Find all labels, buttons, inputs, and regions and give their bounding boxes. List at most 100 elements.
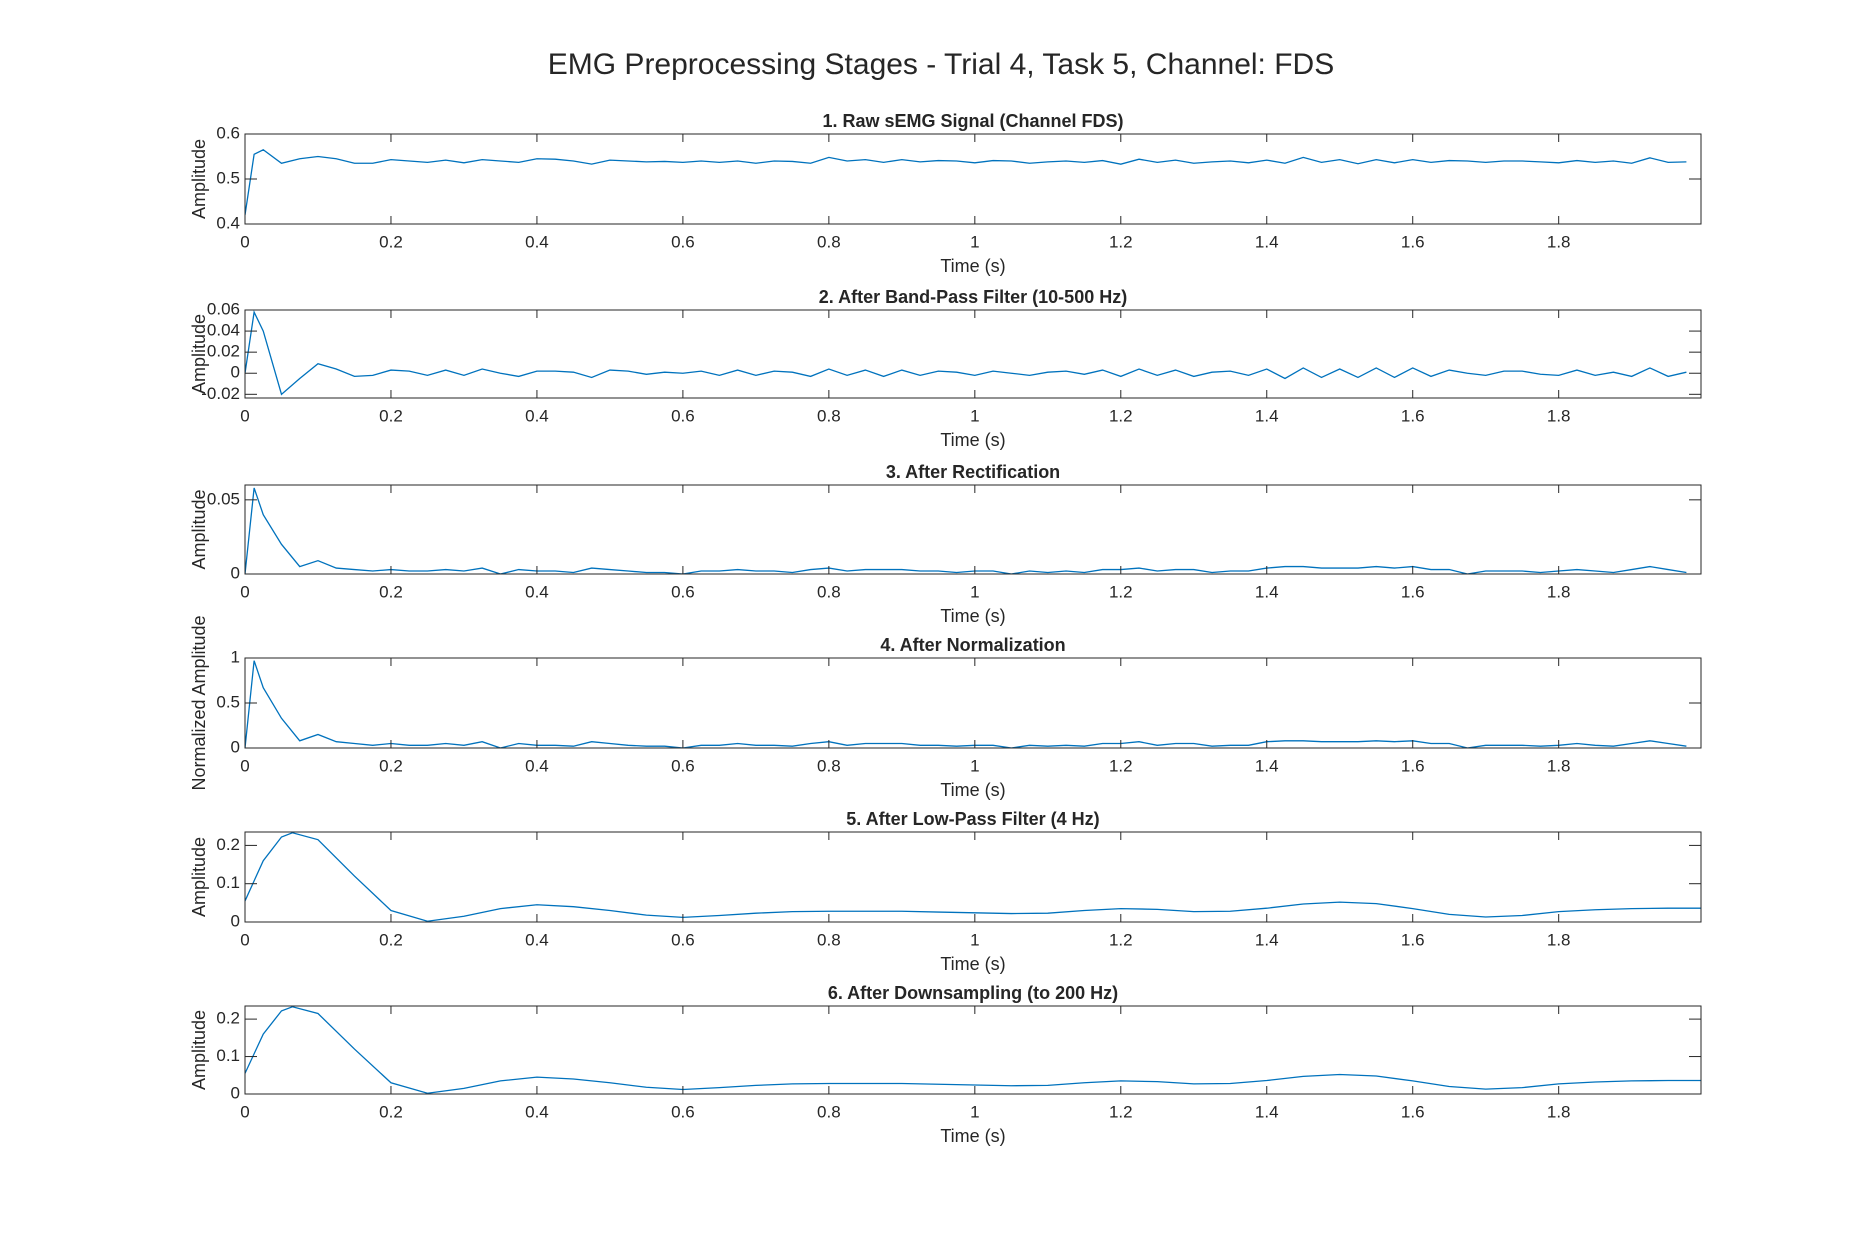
y-tick-label: 0.6 bbox=[216, 123, 240, 142]
axes-box bbox=[244, 831, 1702, 923]
x-tick-label: 0.4 bbox=[525, 582, 549, 601]
subplot-title: 2. After Band-Pass Filter (10-500 Hz) bbox=[819, 287, 1127, 307]
y-tick-label: 0.02 bbox=[207, 342, 240, 361]
y-tick-label: 0.05 bbox=[207, 489, 240, 508]
plot-area bbox=[245, 148, 1687, 216]
y-tick-label: -0.02 bbox=[201, 384, 240, 403]
x-tick-label: 0.4 bbox=[525, 406, 549, 425]
x-tick-label: 0 bbox=[240, 1102, 249, 1121]
x-tick-label: 0.6 bbox=[671, 756, 695, 775]
x-tick-label: 1.6 bbox=[1401, 406, 1425, 425]
x-tick-label: 1.6 bbox=[1401, 1102, 1425, 1121]
x-tick-label: 0.6 bbox=[671, 930, 695, 949]
y-tick-label: 0.1 bbox=[216, 1046, 240, 1065]
x-tick-label: 1 bbox=[970, 756, 979, 775]
subplot: 0 0.2 0.4 0.6 0.8 1 1.2 1.4 1.6 1.8 0 0.1 0.2 6. Afte… bbox=[189, 983, 1702, 1146]
x-tick-label: 1.8 bbox=[1547, 406, 1571, 425]
x-tick-label: 0.6 bbox=[671, 406, 695, 425]
signal-line bbox=[245, 832, 1701, 922]
figure-title: EMG Preprocessing Stages - Trial 4, Task… bbox=[548, 48, 1334, 81]
subplot: 0 0.2 0.4 0.6 0.8 1 1.2 1.4 1.6 1.8 0 0.05 3. After … bbox=[189, 462, 1702, 626]
plot-area bbox=[245, 1006, 1701, 1094]
y-tick-label: 0.04 bbox=[207, 321, 240, 340]
subplot-title: 6. After Downsampling (to 200 Hz) bbox=[828, 983, 1118, 1003]
x-axis-label: Time (s) bbox=[940, 606, 1005, 626]
x-tick-label: 0.8 bbox=[817, 930, 841, 949]
x-axis-label: Time (s) bbox=[940, 780, 1005, 800]
x-tick-label: 1.6 bbox=[1401, 582, 1425, 601]
x-tick-label: 1 bbox=[970, 582, 979, 601]
x-tick-label: 0.2 bbox=[379, 756, 403, 775]
x-tick-label: 0.8 bbox=[817, 1102, 841, 1121]
x-tick-label: 1.4 bbox=[1255, 406, 1279, 425]
x-tick-label: 0.8 bbox=[817, 756, 841, 775]
x-tick-label: 1.6 bbox=[1401, 756, 1425, 775]
y-tick-label: 0.5 bbox=[216, 692, 240, 711]
y-tick-label: 0.2 bbox=[216, 835, 240, 854]
x-axis-label: Time (s) bbox=[940, 256, 1005, 276]
x-tick-label: 0.2 bbox=[379, 582, 403, 601]
plot-area bbox=[245, 832, 1701, 922]
signal-line bbox=[245, 487, 1687, 574]
x-tick-label: 1.8 bbox=[1547, 930, 1571, 949]
y-tick-label: 0 bbox=[231, 737, 240, 756]
y-axis-label: Amplitude bbox=[189, 139, 209, 219]
x-tick-label: 0.8 bbox=[817, 232, 841, 251]
x-tick-label: 0.2 bbox=[379, 1102, 403, 1121]
subplot-title: 1. Raw sEMG Signal (Channel FDS) bbox=[822, 111, 1123, 131]
x-tick-label: 0.2 bbox=[379, 406, 403, 425]
x-tick-label: 1 bbox=[970, 232, 979, 251]
x-tick-label: 1.4 bbox=[1255, 232, 1279, 251]
x-tick-label: 0.8 bbox=[817, 406, 841, 425]
axes-box bbox=[244, 309, 1702, 399]
signal-line bbox=[245, 148, 1687, 216]
x-axis-label: Time (s) bbox=[940, 430, 1005, 450]
x-tick-label: 0.6 bbox=[671, 1102, 695, 1121]
y-tick-label: 0.1 bbox=[216, 873, 240, 892]
x-tick-label: 1.4 bbox=[1255, 930, 1279, 949]
x-tick-label: 1 bbox=[970, 930, 979, 949]
x-tick-label: 1.2 bbox=[1109, 930, 1133, 949]
x-tick-label: 0.4 bbox=[525, 930, 549, 949]
x-tick-label: 1.8 bbox=[1547, 582, 1571, 601]
x-tick-label: 1.2 bbox=[1109, 582, 1133, 601]
x-tick-label: 0.8 bbox=[817, 582, 841, 601]
y-tick-label: 0.06 bbox=[207, 299, 240, 318]
axes-box bbox=[244, 484, 1702, 575]
y-tick-label: 0 bbox=[231, 363, 240, 382]
x-tick-label: 0 bbox=[240, 582, 249, 601]
x-tick-label: 1.8 bbox=[1547, 756, 1571, 775]
y-tick-label: 0 bbox=[231, 1083, 240, 1102]
x-tick-label: 0.4 bbox=[525, 1102, 549, 1121]
x-tick-label: 0 bbox=[240, 406, 249, 425]
y-axis-label: Amplitude bbox=[189, 314, 209, 394]
axes-box bbox=[244, 1005, 1702, 1095]
y-tick-label: 0.2 bbox=[216, 1009, 240, 1028]
subplot: 0 0.2 0.4 0.6 0.8 1 1.2 1.4 1.6 1.8-0.0200.020.04… bbox=[189, 287, 1702, 450]
signal-line bbox=[245, 1006, 1701, 1094]
x-tick-label: 0.2 bbox=[379, 232, 403, 251]
x-tick-label: 0 bbox=[240, 756, 249, 775]
x-tick-label: 0.2 bbox=[379, 930, 403, 949]
y-tick-label: 0 bbox=[231, 911, 240, 930]
signal-line bbox=[245, 310, 1687, 396]
subplot-title: 3. After Rectification bbox=[886, 462, 1060, 482]
x-tick-label: 0.6 bbox=[671, 582, 695, 601]
subplot: 0 0.2 0.4 0.6 0.8 1 1.2 1.4 1.6 1.8 0 0.1 0.2 5. Afte… bbox=[189, 809, 1702, 974]
subplot-title: 5. After Low-Pass Filter (4 Hz) bbox=[846, 809, 1099, 829]
x-tick-label: 1 bbox=[970, 1102, 979, 1121]
x-tick-label: 1.4 bbox=[1255, 1102, 1279, 1121]
subplot: 0 0.2 0.4 0.6 0.8 1 1.2 1.4 1.6 1.8 0 0.5 1 4. After … bbox=[189, 615, 1702, 800]
x-tick-label: 1.2 bbox=[1109, 756, 1133, 775]
plot-area bbox=[245, 660, 1687, 748]
y-axis-label: Amplitude bbox=[189, 1010, 209, 1090]
x-tick-label: 0.6 bbox=[671, 232, 695, 251]
y-axis-label: Amplitude bbox=[189, 489, 209, 569]
x-axis-label: Time (s) bbox=[940, 954, 1005, 974]
x-tick-label: 1 bbox=[970, 406, 979, 425]
y-axis-label: Amplitude bbox=[189, 837, 209, 917]
x-axis-label: Time (s) bbox=[940, 1126, 1005, 1146]
signal-line bbox=[245, 660, 1687, 748]
y-tick-label: 0.4 bbox=[216, 213, 240, 232]
